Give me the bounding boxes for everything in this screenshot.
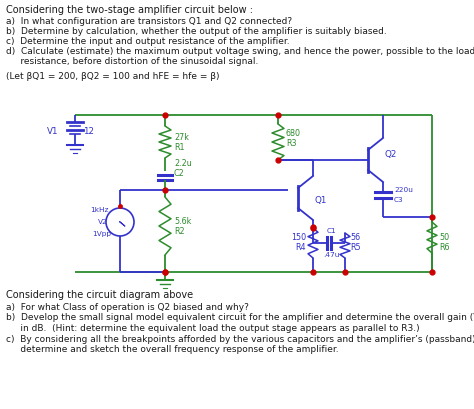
Text: Considering the circuit diagram above: Considering the circuit diagram above bbox=[6, 290, 193, 300]
Text: 50: 50 bbox=[439, 232, 449, 241]
Text: R4: R4 bbox=[295, 243, 306, 252]
Text: b)  Develop the small signal model equivalent circuit for the amplifier and dete: b) Develop the small signal model equiva… bbox=[6, 314, 474, 323]
Text: Considering the two-stage amplifier circuit below :: Considering the two-stage amplifier circ… bbox=[6, 5, 253, 15]
Text: determine and sketch the overall frequency response of the amplifier.: determine and sketch the overall frequen… bbox=[6, 345, 338, 354]
Text: C1: C1 bbox=[327, 228, 337, 234]
Text: .47u: .47u bbox=[323, 252, 339, 258]
Text: C2: C2 bbox=[174, 169, 185, 178]
Text: V1: V1 bbox=[46, 126, 58, 135]
Text: 1Vpp: 1Vpp bbox=[92, 231, 111, 237]
Text: 5.6k: 5.6k bbox=[174, 216, 191, 225]
Text: d)  Calculate (estimate) the maximum output voltage swing, and hence the power, : d) Calculate (estimate) the maximum outp… bbox=[6, 47, 474, 56]
Text: R5: R5 bbox=[350, 243, 361, 252]
Text: 220u: 220u bbox=[394, 187, 413, 193]
Text: Q1: Q1 bbox=[315, 196, 328, 204]
Text: c)  Determine the input and output resistance of the amplifier.: c) Determine the input and output resist… bbox=[6, 37, 290, 46]
Text: a)  In what configuration are transistors Q1 and Q2 connected?: a) In what configuration are transistors… bbox=[6, 17, 292, 26]
Text: c)  By considering all the breakpoints afforded by the various capacitors and th: c) By considering all the breakpoints af… bbox=[6, 335, 474, 344]
Text: a)  For what Class of operation is Q2 biased and why?: a) For what Class of operation is Q2 bia… bbox=[6, 303, 249, 312]
Text: 56: 56 bbox=[350, 232, 360, 241]
Text: R6: R6 bbox=[439, 243, 449, 252]
Text: b)  Determine by calculation, whether the output of the amplifier is suitably bi: b) Determine by calculation, whether the… bbox=[6, 27, 387, 36]
Text: 27k: 27k bbox=[174, 133, 189, 142]
Text: (Let βQ1 = 200, βQ2 = 100 and hFE = hfe = β): (Let βQ1 = 200, βQ2 = 100 and hFE = hfe … bbox=[6, 72, 219, 81]
Text: C3: C3 bbox=[394, 197, 404, 203]
Text: R2: R2 bbox=[174, 227, 185, 236]
Text: 2.2u: 2.2u bbox=[174, 159, 192, 168]
Text: in dB.  (Hint: determine the equivalent load the output stage appears as paralle: in dB. (Hint: determine the equivalent l… bbox=[6, 324, 419, 333]
Text: Q2: Q2 bbox=[385, 151, 397, 160]
Text: R1: R1 bbox=[174, 142, 184, 151]
Text: resistance, before distortion of the sinusoidal signal.: resistance, before distortion of the sin… bbox=[6, 57, 258, 66]
Text: 150: 150 bbox=[291, 232, 306, 241]
Text: V2: V2 bbox=[98, 219, 108, 225]
Text: R3: R3 bbox=[286, 139, 297, 148]
Text: 12: 12 bbox=[83, 126, 94, 135]
Text: 1kHz: 1kHz bbox=[90, 207, 109, 213]
Text: 680: 680 bbox=[286, 128, 301, 137]
